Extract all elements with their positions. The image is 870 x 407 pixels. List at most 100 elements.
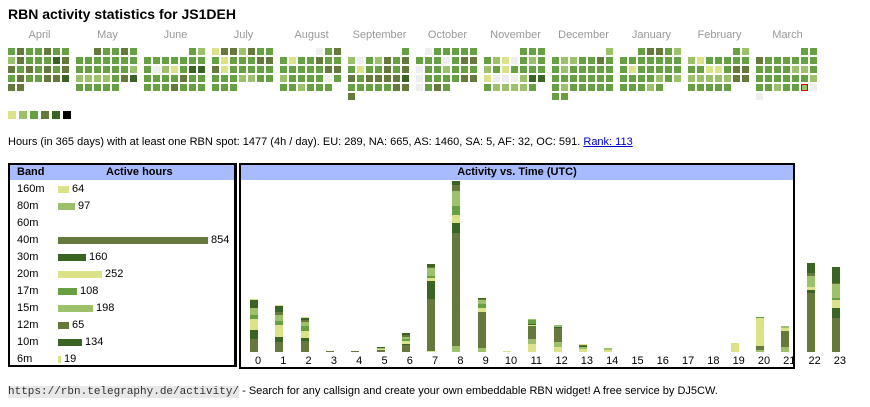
calendar-day[interactable] xyxy=(230,57,237,64)
calendar-day[interactable] xyxy=(121,75,128,82)
calendar-day[interactable] xyxy=(384,75,391,82)
calendar-day[interactable] xyxy=(307,75,314,82)
calendar-day[interactable] xyxy=(579,84,586,91)
calendar-day[interactable] xyxy=(8,66,15,73)
calendar-day[interactable] xyxy=(85,57,92,64)
calendar-day[interactable] xyxy=(511,84,518,91)
calendar-day[interactable] xyxy=(470,66,477,73)
calendar-day[interactable] xyxy=(792,66,799,73)
calendar-day[interactable] xyxy=(375,57,382,64)
calendar-day[interactable] xyxy=(520,84,527,91)
calendar-day[interactable] xyxy=(334,75,341,82)
calendar-day[interactable] xyxy=(289,57,296,64)
calendar-day[interactable] xyxy=(538,48,545,55)
calendar-day[interactable] xyxy=(325,57,332,64)
calendar-day[interactable] xyxy=(325,75,332,82)
calendar-day[interactable] xyxy=(561,84,568,91)
calendar-day[interactable] xyxy=(171,66,178,73)
calendar-day[interactable] xyxy=(239,66,246,73)
calendar-day[interactable] xyxy=(212,48,219,55)
calendar-day[interactable] xyxy=(26,66,33,73)
calendar-day[interactable] xyxy=(792,84,799,91)
calendar-day[interactable] xyxy=(62,48,69,55)
calendar-day[interactable] xyxy=(53,66,60,73)
calendar-day[interactable] xyxy=(153,57,160,64)
calendar-day[interactable] xyxy=(706,75,713,82)
calendar-day[interactable] xyxy=(198,57,205,64)
calendar-day[interactable] xyxy=(724,84,731,91)
calendar-day[interactable] xyxy=(765,75,772,82)
calendar-day[interactable] xyxy=(434,84,441,91)
calendar-day[interactable] xyxy=(162,75,169,82)
calendar-day[interactable] xyxy=(76,84,83,91)
calendar-day[interactable] xyxy=(561,66,568,73)
calendar-day[interactable] xyxy=(570,84,577,91)
calendar-day[interactable] xyxy=(44,66,51,73)
calendar-day[interactable] xyxy=(724,57,731,64)
calendar-day[interactable] xyxy=(606,84,613,91)
calendar-day[interactable] xyxy=(248,48,255,55)
calendar-day[interactable] xyxy=(742,75,749,82)
calendar-day[interactable] xyxy=(198,48,205,55)
calendar-day[interactable] xyxy=(561,57,568,64)
calendar-day[interactable] xyxy=(502,66,509,73)
calendar-day[interactable] xyxy=(94,66,101,73)
calendar-day[interactable] xyxy=(493,66,500,73)
calendar-day[interactable] xyxy=(511,66,518,73)
calendar-day[interactable] xyxy=(638,48,645,55)
calendar-day[interactable] xyxy=(733,48,740,55)
calendar-day[interactable] xyxy=(280,57,287,64)
calendar-day[interactable] xyxy=(35,48,42,55)
calendar-day[interactable] xyxy=(266,48,273,55)
calendar-day[interactable] xyxy=(153,66,160,73)
calendar-day[interactable] xyxy=(280,66,287,73)
calendar-day[interactable] xyxy=(810,48,817,55)
calendar-day[interactable] xyxy=(103,57,110,64)
calendar-day[interactable] xyxy=(393,57,400,64)
calendar-day[interactable] xyxy=(366,66,373,73)
calendar-day[interactable] xyxy=(402,75,409,82)
calendar-day[interactable] xyxy=(212,75,219,82)
calendar-day[interactable] xyxy=(647,57,654,64)
calendar-day[interactable] xyxy=(588,75,595,82)
calendar-day[interactable] xyxy=(298,75,305,82)
calendar-day[interactable] xyxy=(606,66,613,73)
calendar-day[interactable] xyxy=(443,75,450,82)
calendar-day[interactable] xyxy=(112,66,119,73)
calendar-day[interactable] xyxy=(325,84,332,91)
calendar-day[interactable] xyxy=(715,75,722,82)
calendar-day[interactable] xyxy=(715,57,722,64)
calendar-day[interactable] xyxy=(656,66,663,73)
calendar-day[interactable] xyxy=(620,66,627,73)
calendar-day[interactable] xyxy=(801,75,808,82)
calendar-day[interactable] xyxy=(266,57,273,64)
calendar-day[interactable] xyxy=(212,57,219,64)
calendar-day[interactable] xyxy=(588,66,595,73)
calendar-day[interactable] xyxy=(688,84,695,91)
calendar-day[interactable] xyxy=(44,48,51,55)
calendar-day[interactable] xyxy=(697,75,704,82)
calendar-day[interactable] xyxy=(189,84,196,91)
calendar-day[interactable] xyxy=(357,84,364,91)
calendar-day[interactable] xyxy=(502,75,509,82)
calendar-day[interactable] xyxy=(470,75,477,82)
calendar-day[interactable] xyxy=(756,75,763,82)
calendar-day[interactable] xyxy=(130,57,137,64)
calendar-day[interactable] xyxy=(212,66,219,73)
calendar-day[interactable] xyxy=(561,93,568,100)
calendar-day[interactable] xyxy=(257,75,264,82)
calendar-day[interactable] xyxy=(212,84,219,91)
calendar-day[interactable] xyxy=(570,75,577,82)
calendar-day[interactable] xyxy=(357,75,364,82)
calendar-day[interactable] xyxy=(529,48,536,55)
calendar-day[interactable] xyxy=(647,75,654,82)
calendar-day[interactable] xyxy=(629,84,636,91)
calendar-day[interactable] xyxy=(493,84,500,91)
calendar-day[interactable] xyxy=(511,75,518,82)
calendar-day[interactable] xyxy=(416,75,423,82)
calendar-day[interactable] xyxy=(452,48,459,55)
calendar-day[interactable] xyxy=(76,57,83,64)
calendar-day[interactable] xyxy=(774,66,781,73)
calendar-day[interactable] xyxy=(162,84,169,91)
calendar-day[interactable] xyxy=(316,57,323,64)
